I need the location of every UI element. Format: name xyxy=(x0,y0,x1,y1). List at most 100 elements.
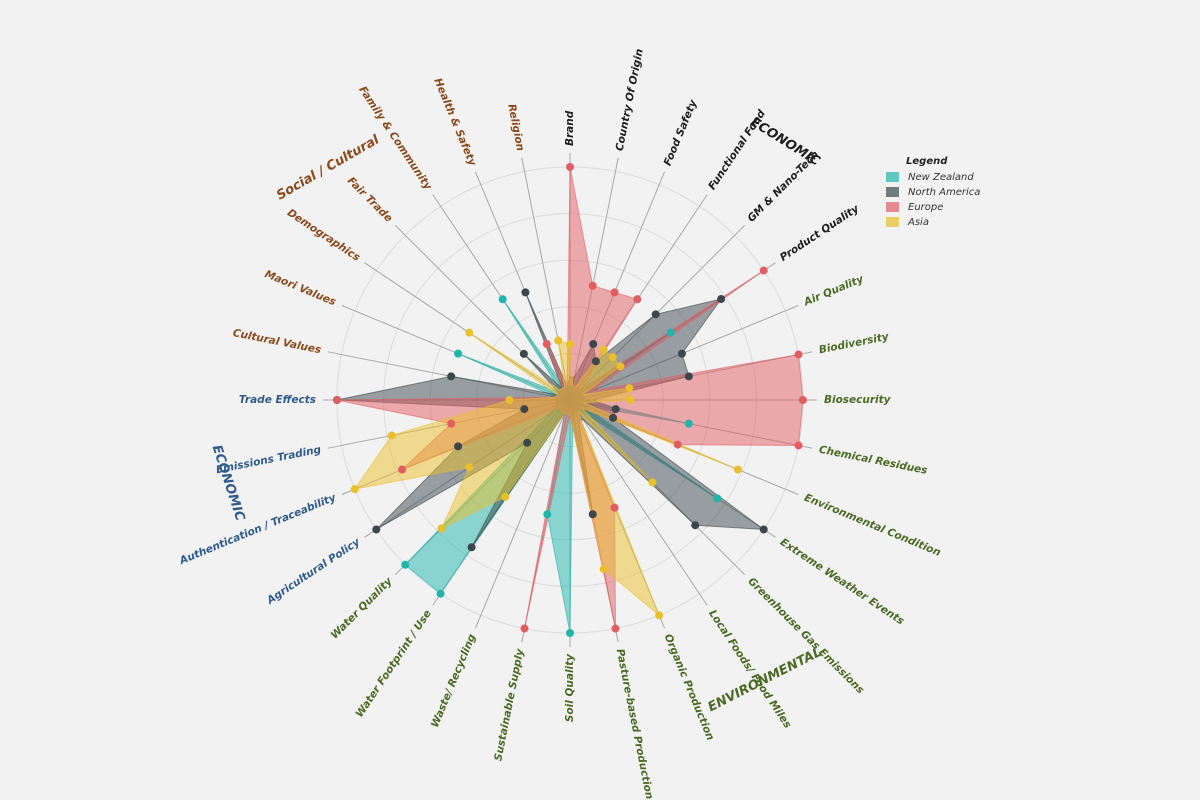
data-point xyxy=(677,349,686,358)
data-point xyxy=(542,340,551,349)
data-point xyxy=(599,565,608,574)
axis-label: Water Quality xyxy=(329,575,396,642)
data-point xyxy=(447,419,456,428)
group-label: ECONOMIC xyxy=(209,443,248,523)
axis-label: Cultural Values xyxy=(232,327,322,356)
data-point xyxy=(454,349,463,358)
data-point xyxy=(520,405,529,414)
spoke xyxy=(475,399,571,629)
legend-label: Europe xyxy=(908,202,943,213)
axis-label: Maori Values xyxy=(263,268,338,308)
data-point xyxy=(436,589,445,598)
data-point xyxy=(521,288,530,297)
axis-label: Soil Quality xyxy=(564,653,576,722)
legend-swatch xyxy=(886,187,899,197)
data-point xyxy=(454,442,463,451)
data-point xyxy=(625,384,634,393)
data-point xyxy=(566,629,574,637)
axis-label: Chemical Residues xyxy=(818,444,929,477)
data-point xyxy=(333,396,341,404)
data-point xyxy=(717,295,726,304)
axis-label: Religion xyxy=(505,103,526,152)
data-point xyxy=(599,345,608,354)
data-point xyxy=(759,525,768,534)
data-point xyxy=(498,295,507,304)
data-point xyxy=(387,431,396,440)
axis-label: Waste/ Recycling xyxy=(429,632,479,729)
axis-label: Agricultural Policy xyxy=(264,535,363,607)
legend-swatch xyxy=(886,202,899,212)
data-point xyxy=(608,353,617,362)
data-point xyxy=(588,281,597,290)
data-point xyxy=(589,340,598,349)
data-point xyxy=(610,503,619,512)
axis-label: Health & Safety xyxy=(431,76,478,168)
data-point xyxy=(447,372,456,381)
axis-label: Environmental Condition xyxy=(802,492,942,559)
radar-area xyxy=(353,332,739,616)
axis-label: Demographics xyxy=(285,207,362,264)
data-point xyxy=(554,336,563,345)
data-point xyxy=(794,441,803,450)
axis-label: Organic Production xyxy=(662,632,717,742)
data-point xyxy=(684,372,693,381)
data-point xyxy=(799,396,807,404)
axis-label: Sustainable Supply xyxy=(492,647,526,762)
data-point xyxy=(350,485,359,494)
spoke xyxy=(569,399,708,606)
legend-label: North America xyxy=(908,187,980,198)
data-point xyxy=(611,624,620,633)
data-point xyxy=(794,350,803,359)
axis-label: Trade Effects xyxy=(239,394,316,406)
data-point xyxy=(610,288,619,297)
data-point xyxy=(633,295,642,304)
data-point xyxy=(609,413,618,422)
data-point xyxy=(611,405,620,414)
data-point xyxy=(566,163,574,171)
axis-label: Extreme Weather Events xyxy=(778,536,906,627)
data-point xyxy=(588,510,597,519)
data-point xyxy=(759,266,768,275)
data-point xyxy=(626,396,635,404)
data-point xyxy=(591,357,600,366)
axis-label: Brand xyxy=(564,110,576,146)
axis-label: Pasture-based Production xyxy=(614,648,656,800)
data-point xyxy=(648,478,657,487)
group-label: ECONOMIC xyxy=(748,115,823,170)
data-point xyxy=(437,524,446,533)
data-point xyxy=(616,362,625,371)
data-point xyxy=(673,440,682,449)
data-point xyxy=(372,525,381,534)
data-point xyxy=(465,328,474,337)
legend-swatch xyxy=(886,172,899,182)
data-point xyxy=(543,510,552,519)
data-point xyxy=(666,328,675,337)
axis-label: Food Safety xyxy=(662,97,700,167)
axis-label: Water Footprint / Use xyxy=(354,608,434,720)
data-point xyxy=(733,465,742,474)
axis-label: Authentication / Traceability xyxy=(177,491,339,567)
axis-label: Air Quality xyxy=(801,273,866,309)
legend-label: New Zealand xyxy=(908,172,974,183)
group-label: ENVIRONMENTAL xyxy=(706,645,825,715)
legend-label: Asia xyxy=(907,217,929,228)
axis-label: Fair Trade xyxy=(345,175,395,225)
axis-label: Product Quality xyxy=(778,202,862,264)
axis-label: Country Of Origin xyxy=(614,48,646,152)
axis-label: Biosecurity xyxy=(824,394,892,406)
axis-label: Biodiversity xyxy=(818,331,891,357)
data-point xyxy=(651,310,660,319)
data-point xyxy=(467,543,476,552)
data-point xyxy=(501,492,510,501)
data-point xyxy=(523,438,532,447)
legend-swatch xyxy=(886,217,899,227)
data-point xyxy=(398,465,407,474)
data-point xyxy=(655,611,664,620)
data-point xyxy=(713,494,722,503)
data-point xyxy=(691,521,700,530)
data-point xyxy=(465,463,474,472)
data-point xyxy=(684,419,693,428)
data-point xyxy=(519,349,528,358)
data-point xyxy=(401,560,410,569)
